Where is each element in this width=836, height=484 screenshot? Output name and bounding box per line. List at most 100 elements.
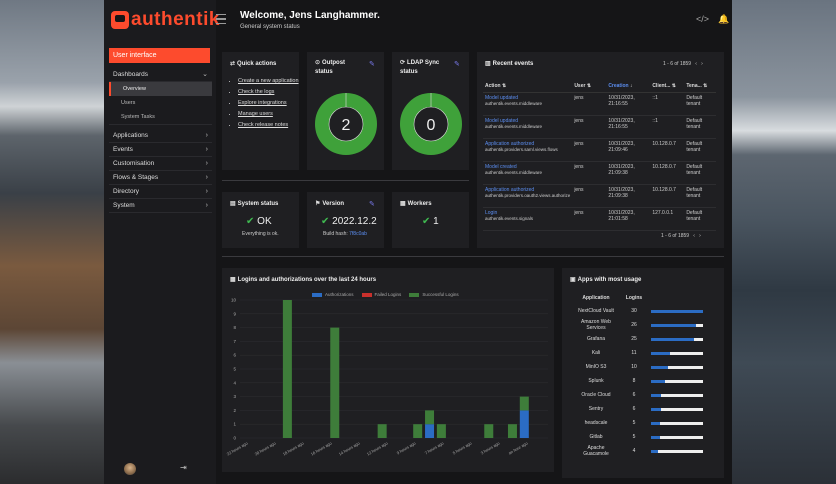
next-page-icon[interactable]: › — [701, 61, 703, 67]
build-hash-label: Build hash: — [323, 231, 350, 237]
sidebar-item-events[interactable]: Events › — [109, 143, 212, 157]
table-row[interactable]: Gitlab 5 — [572, 430, 712, 444]
sidebar-item-applications[interactable]: Applications › — [109, 129, 212, 143]
column-header-creation[interactable]: Creation ↓ — [606, 80, 651, 93]
usage-bar-track — [651, 449, 703, 453]
table-row[interactable]: Amazon Web Services 26 — [572, 318, 712, 332]
explore-integrations-link[interactable]: Explore integrations — [238, 100, 287, 106]
y-tick-label: 1 — [233, 422, 236, 427]
ldap-sync-title: ⟳ LDAP Sync status — [400, 59, 448, 77]
column-header-user[interactable]: User ⇅ — [572, 80, 607, 93]
event-user-link[interactable]: jens — [572, 115, 607, 139]
sidebar-item-system[interactable]: System › — [109, 199, 212, 213]
event-user-link[interactable]: jens — [572, 207, 607, 231]
column-label: Client... — [652, 83, 671, 89]
brand-logo[interactable]: authentik — [111, 9, 220, 31]
event-action-link[interactable]: Application authorized — [485, 187, 535, 193]
event-user-link[interactable]: jens — [572, 161, 607, 185]
sidebar-item-flows-stages[interactable]: Flows & Stages › — [109, 171, 212, 185]
bar-successful-logins[interactable] — [484, 424, 494, 438]
table-row[interactable]: Application authorized authentik.provider… — [483, 138, 717, 162]
event-action-cell: Application authorized authentik.provider… — [483, 184, 573, 208]
bar-successful-logins[interactable] — [507, 424, 517, 438]
prev-page-icon[interactable]: ‹ — [693, 233, 695, 239]
y-tick-label: 3 — [233, 394, 236, 399]
prev-page-icon[interactable]: ‹ — [695, 61, 697, 67]
bar-successful-logins[interactable] — [519, 396, 529, 411]
table-row[interactable]: MinIO S3 10 — [572, 360, 712, 374]
sidebar-nav: Dashboards ⌄ Overview Users System Tasks… — [109, 68, 212, 213]
usage-bar-track — [651, 379, 703, 383]
sidebar-item-overview[interactable]: Overview — [109, 82, 212, 96]
check-logs-link[interactable]: Check the logs — [238, 89, 275, 95]
event-action-link[interactable]: Login — [485, 210, 498, 216]
table-row[interactable]: NextCloud Vault 30 — [572, 304, 712, 318]
sidebar-item-users[interactable]: Users — [121, 100, 136, 106]
column-header-action[interactable]: Action ⇅ — [483, 80, 573, 93]
usage-bar-fill — [651, 379, 665, 383]
bar-successful-logins[interactable] — [330, 327, 340, 438]
table-row[interactable]: Kali 11 — [572, 346, 712, 360]
notifications-bell-icon[interactable]: 🔔 — [718, 14, 730, 24]
event-action-link[interactable]: Model updated — [485, 118, 519, 124]
table-row[interactable]: Model updated authentik.events.middleware… — [483, 92, 717, 116]
table-row[interactable]: Grafana 25 — [572, 332, 712, 346]
logout-icon[interactable]: ⇥ — [180, 463, 187, 472]
event-client: 10.128.0.7 — [650, 184, 685, 208]
table-row[interactable]: Apache Guacamole 4 — [572, 444, 712, 458]
table-row[interactable]: Sentry 6 — [572, 402, 712, 416]
bar-successful-logins[interactable] — [413, 424, 423, 438]
event-action-link[interactable]: Model created — [485, 164, 517, 170]
chart-icon: ▦ — [230, 277, 236, 283]
bar-successful-logins[interactable] — [282, 300, 292, 438]
usage-bar-track — [651, 323, 703, 327]
table-row[interactable]: Oracle Cloud 6 — [572, 388, 712, 402]
sidebar-item-customisation[interactable]: Customisation › — [109, 157, 212, 171]
table-row[interactable]: Application authorized authentik.provider… — [483, 184, 717, 208]
bar-successful-logins[interactable] — [425, 410, 435, 425]
table-row[interactable]: Splunk 8 — [572, 374, 712, 388]
event-created: 10/31/2023, 21:16:55 — [606, 92, 651, 116]
build-hash-link[interactable]: 7f8c0ab — [349, 231, 367, 237]
event-user-link[interactable]: jens — [572, 184, 607, 208]
event-user-link[interactable]: jens — [572, 138, 607, 162]
column-header-client[interactable]: Client... ⇅ — [650, 80, 685, 93]
release-notes-link[interactable]: Check release notes — [238, 122, 289, 128]
app-name: headscale — [584, 420, 608, 426]
bar-authorizations[interactable] — [425, 424, 435, 438]
logins-bar-chart: 0 1 2 3 4 5 6 7 8 9 10 22 hours ago 20 hours ago 18 h… — [226, 298, 548, 457]
app-name: Splunk — [588, 378, 604, 384]
list-item: Manage users — [238, 111, 299, 118]
event-action-link[interactable]: Model updated — [485, 95, 519, 101]
avatar[interactable] — [124, 463, 136, 475]
table-row[interactable]: Model updated authentik.events.middleware… — [483, 115, 717, 139]
list-item: Create a new application — [238, 78, 299, 85]
version-text: 2022.12.2 — [332, 216, 377, 227]
edit-icon[interactable]: ✎ — [454, 61, 460, 68]
bar-successful-logins[interactable] — [436, 424, 446, 438]
user-interface-button[interactable]: User interface — [109, 48, 210, 63]
event-action-link[interactable]: Application authorized — [485, 141, 535, 147]
edit-icon[interactable]: ✎ — [369, 61, 375, 68]
api-browser-icon[interactable]: </> — [696, 14, 710, 24]
table-row[interactable]: headscale 5 — [572, 416, 712, 430]
edit-icon[interactable]: ✎ — [369, 201, 375, 208]
event-tenant: Default tenant — [684, 184, 717, 208]
bar-authorizations[interactable] — [519, 410, 529, 438]
sidebar-item-directory[interactable]: Directory › — [109, 185, 212, 199]
event-user-link[interactable]: jens — [572, 92, 607, 116]
manage-users-link[interactable]: Manage users — [238, 111, 273, 117]
table-row[interactable]: Model created authentik.events.middleware… — [483, 161, 717, 185]
sidebar-item-system-tasks[interactable]: System Tasks — [109, 110, 212, 125]
table-row[interactable]: Login authentik.events.signals jens 10/31… — [483, 207, 717, 231]
sidebar-item-dashboards[interactable]: Dashboards ⌄ — [109, 68, 212, 82]
create-application-link[interactable]: Create a new application — [238, 78, 299, 84]
list-item: Check release notes — [238, 122, 299, 129]
event-client: 127.0.0.1 — [650, 207, 685, 231]
y-tick-label: 10 — [231, 298, 237, 303]
card-title-text: Recent events — [492, 61, 534, 67]
next-page-icon[interactable]: › — [699, 233, 701, 239]
hamburger-menu-icon[interactable] — [216, 14, 226, 24]
column-header-tenant[interactable]: Tena... ⇅ — [684, 80, 717, 93]
bar-successful-logins[interactable] — [377, 424, 387, 438]
